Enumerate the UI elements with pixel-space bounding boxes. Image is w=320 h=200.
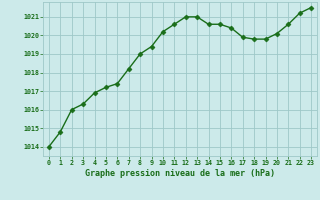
X-axis label: Graphe pression niveau de la mer (hPa): Graphe pression niveau de la mer (hPa) [85,169,275,178]
